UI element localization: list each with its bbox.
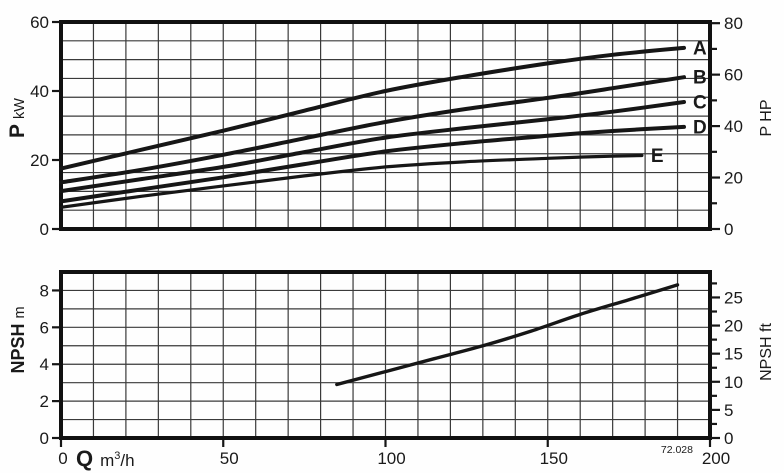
power-curve-D [59, 124, 686, 204]
npsh-curve [335, 283, 680, 387]
power-right-tick-label: 40 [724, 117, 743, 136]
x-axis-tick-label: 150 [540, 449, 568, 468]
power-left-axis: 0 20 40 60 [30, 13, 60, 239]
npsh-right-axis-caption: NPSH ft [758, 323, 775, 381]
power-right-axis-caption: P HP [758, 99, 775, 136]
npsh-right-tick-label: 15 [724, 345, 743, 364]
npsh-left-axis-caption: NPSH m [8, 306, 28, 373]
npsh-left-tick-label: 6 [40, 318, 49, 337]
power-right-tick-label: 20 [724, 169, 743, 188]
power-right-tick-label: 80 [724, 14, 743, 33]
npsh-left-tick-label: 4 [40, 355, 49, 374]
power-left-tick-label: 20 [30, 151, 49, 170]
curve-label-A: A [693, 38, 707, 59]
npsh-right-tick-label: 0 [724, 429, 733, 448]
npsh-right-tick-label: 25 [724, 288, 743, 307]
npsh-frame [59, 270, 712, 440]
axis-caption-unit: kW [12, 98, 28, 119]
curve-label-C: C [693, 93, 707, 114]
x-axis-caption-unit-sup: 3 [114, 450, 120, 462]
npsh-left-tick-label: 0 [40, 429, 49, 448]
npsh-right-axis: 0 5 10 15 20 25 [711, 282, 743, 448]
curve-label-D: D [693, 117, 707, 138]
power-left-tick-label: 60 [30, 13, 49, 32]
power-curve-C [59, 100, 686, 194]
x-axis-tick-label: 200 [702, 449, 730, 468]
npsh-right-tick-label: 5 [724, 401, 733, 420]
power-left-axis-caption: PkW [6, 98, 29, 138]
axis-caption-unit: m [12, 306, 28, 318]
curve-label-B: B [693, 68, 707, 89]
x-axis-caption-unit: m [100, 451, 114, 470]
power-curve-E [59, 153, 644, 209]
power-right-tick-label: 0 [724, 220, 733, 239]
power-right-tick-label: 60 [724, 66, 743, 85]
npsh-right-tick-label: 20 [724, 317, 743, 336]
x-axis: 0 50 100 150 200 Q m3/h [58, 440, 730, 471]
x-axis-caption-quantity: Q [76, 446, 93, 471]
npsh-panel: 0 2 4 6 8 0 5 10 15 20 25 NPSH m NPSH ft [8, 270, 775, 448]
npsh-right-tick-label: 10 [724, 373, 743, 392]
npsh-grid [61, 272, 710, 438]
x-axis-tick-label: 100 [377, 449, 405, 468]
x-axis-tick-label: 0 [58, 449, 67, 468]
power-left-tick-label: 0 [40, 220, 49, 239]
x-axis-tick-label: 50 [220, 449, 239, 468]
npsh-left-tick-label: 2 [40, 392, 49, 411]
power-frame [59, 20, 712, 231]
npsh-left-axis: 0 2 4 6 8 [40, 281, 60, 448]
power-right-axis: 0 20 40 60 80 [711, 14, 743, 239]
curve-label-E: E [651, 146, 664, 167]
figure-code: 72.028 [661, 444, 693, 456]
power-curve-A [59, 45, 686, 171]
x-axis-caption-unit: /h [120, 451, 134, 470]
axis-caption-quantity: NPSH [8, 324, 28, 374]
axis-caption-quantity: P [6, 124, 29, 138]
power-curve-B [59, 75, 686, 185]
power-left-tick-label: 40 [30, 82, 49, 101]
npsh-left-tick-label: 8 [40, 281, 49, 300]
